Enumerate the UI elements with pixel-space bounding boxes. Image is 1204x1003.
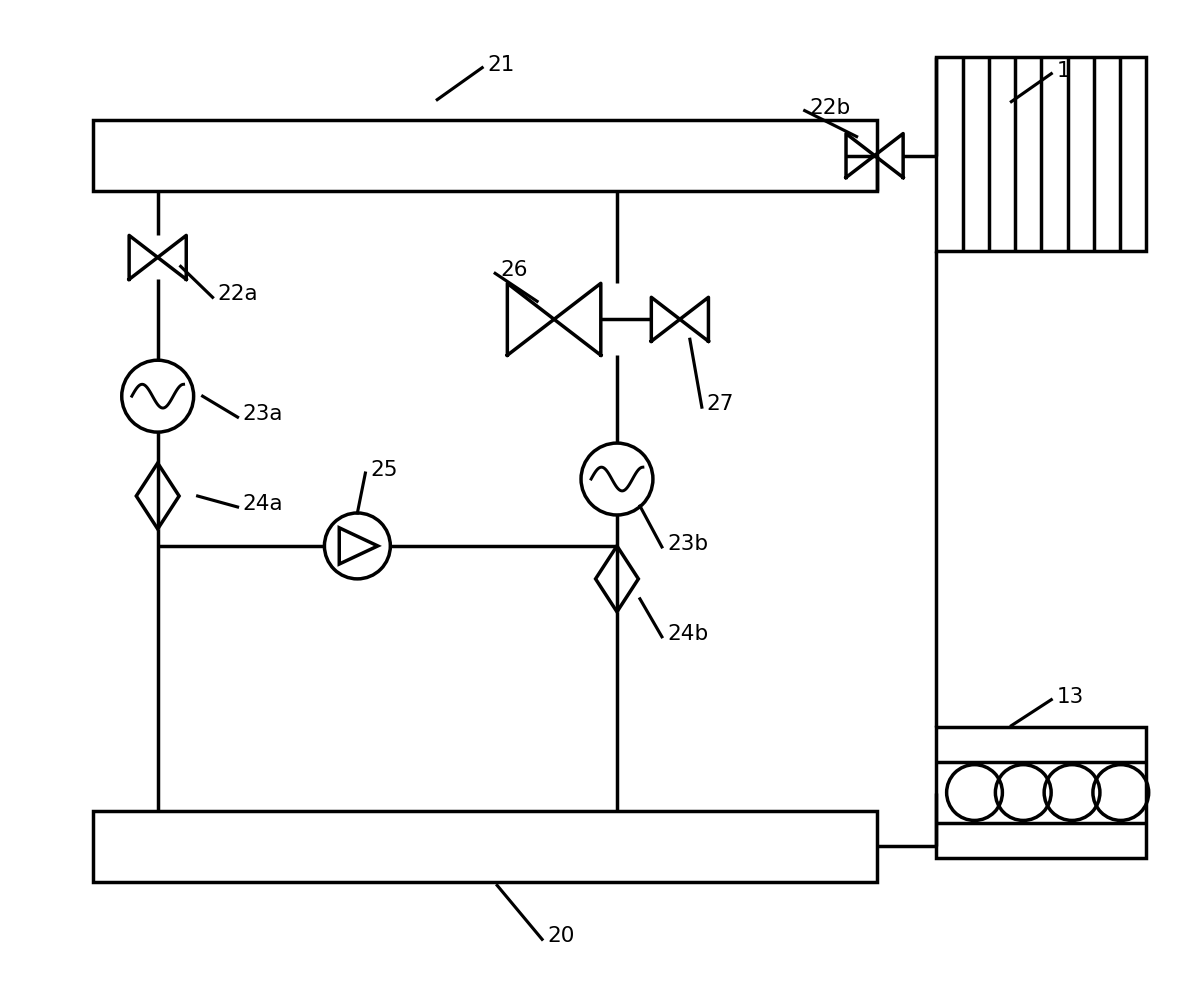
- Text: 24a: 24a: [242, 493, 283, 514]
- Text: 25: 25: [371, 459, 397, 479]
- Bar: [93, 810, 877, 883]
- Text: 22a: 22a: [218, 284, 258, 304]
- Bar: [937, 727, 1146, 859]
- Text: 26: 26: [500, 260, 527, 280]
- Text: 1: 1: [1056, 60, 1070, 80]
- Text: 24b: 24b: [667, 623, 708, 643]
- Text: 13: 13: [1056, 686, 1084, 706]
- Text: 20: 20: [547, 926, 574, 946]
- Text: 27: 27: [707, 394, 734, 414]
- Bar: [937, 57, 1146, 252]
- Text: 22b: 22b: [809, 97, 851, 117]
- Text: 23a: 23a: [242, 404, 283, 423]
- Text: 23b: 23b: [667, 534, 708, 554]
- Bar: [93, 120, 877, 193]
- Text: 21: 21: [488, 54, 514, 74]
